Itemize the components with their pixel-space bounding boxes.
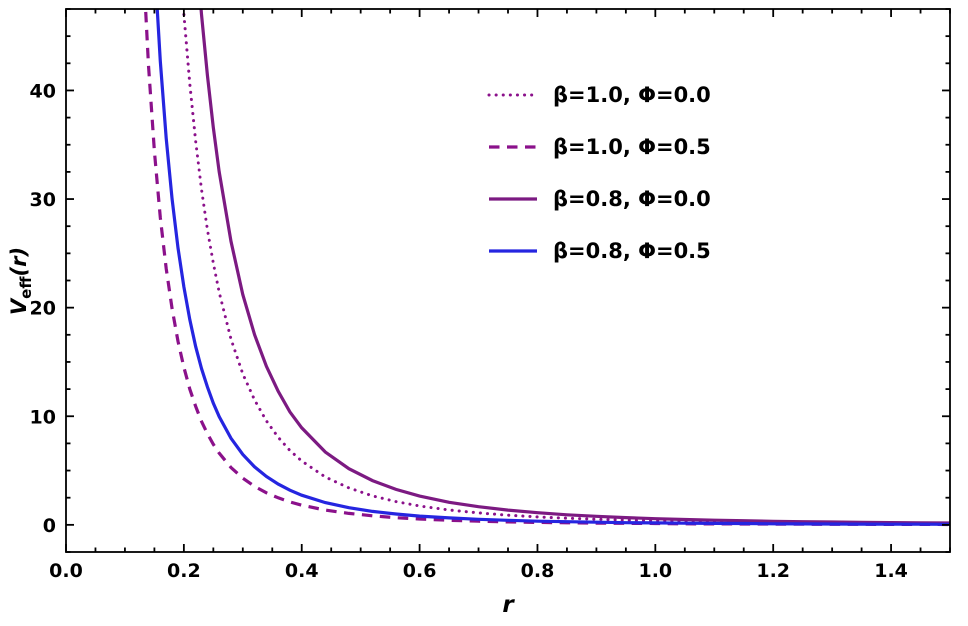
legend-line-sample-solid-blue [489, 249, 537, 253]
legend-label: β=0.8, Φ=0.5 [553, 239, 711, 263]
y-tick-label: 10 [30, 406, 56, 428]
legend-label: β=1.0, Φ=0.5 [553, 135, 711, 159]
x-tick-label: 0.8 [521, 560, 555, 582]
legend: β=1.0, Φ=0.0 β=1.0, Φ=0.5 β=0.8, Φ=0.0 β… [487, 82, 711, 264]
x-axis-label: r [502, 592, 514, 618]
legend-line-sample-dotted [487, 93, 539, 97]
legend-item-beta10-phi00: β=1.0, Φ=0.0 [487, 82, 711, 108]
x-tick-label: 0.6 [403, 560, 437, 582]
x-tick-label: 1.4 [874, 560, 908, 582]
y-axis-label: Veff(r) [4, 206, 36, 356]
x-tick-label: 0.2 [167, 560, 201, 582]
legend-label: β=0.8, Φ=0.0 [553, 187, 711, 211]
y-label-argument: (r) [7, 246, 31, 277]
legend-item-beta08-phi00: β=0.8, Φ=0.0 [487, 186, 711, 212]
legend-line-sample-dashed [489, 145, 537, 149]
legend-line-sample-solid-purple [489, 197, 537, 201]
y-tick-label: 40 [30, 80, 56, 102]
x-tick-label: 0.4 [285, 560, 319, 582]
legend-item-beta08-phi05: β=0.8, Φ=0.5 [487, 238, 711, 264]
x-tick-label: 0.0 [49, 560, 83, 582]
y-tick-label: 30 [30, 189, 56, 211]
y-label-subscript: eff [17, 276, 36, 299]
x-tick-label: 1.0 [638, 560, 672, 582]
x-tick-label: 1.2 [756, 560, 790, 582]
y-tick-label: 0 [43, 515, 56, 537]
y-tick-label: 20 [30, 298, 56, 320]
legend-item-beta10-phi05: β=1.0, Φ=0.5 [487, 134, 711, 160]
curve-beta-0.8-phi-0.0 [199, 9, 950, 525]
y-label-symbol: V [7, 298, 31, 316]
curve-beta-0.8-phi-0.5 [155, 9, 950, 526]
legend-label: β=1.0, Φ=0.0 [553, 83, 711, 107]
